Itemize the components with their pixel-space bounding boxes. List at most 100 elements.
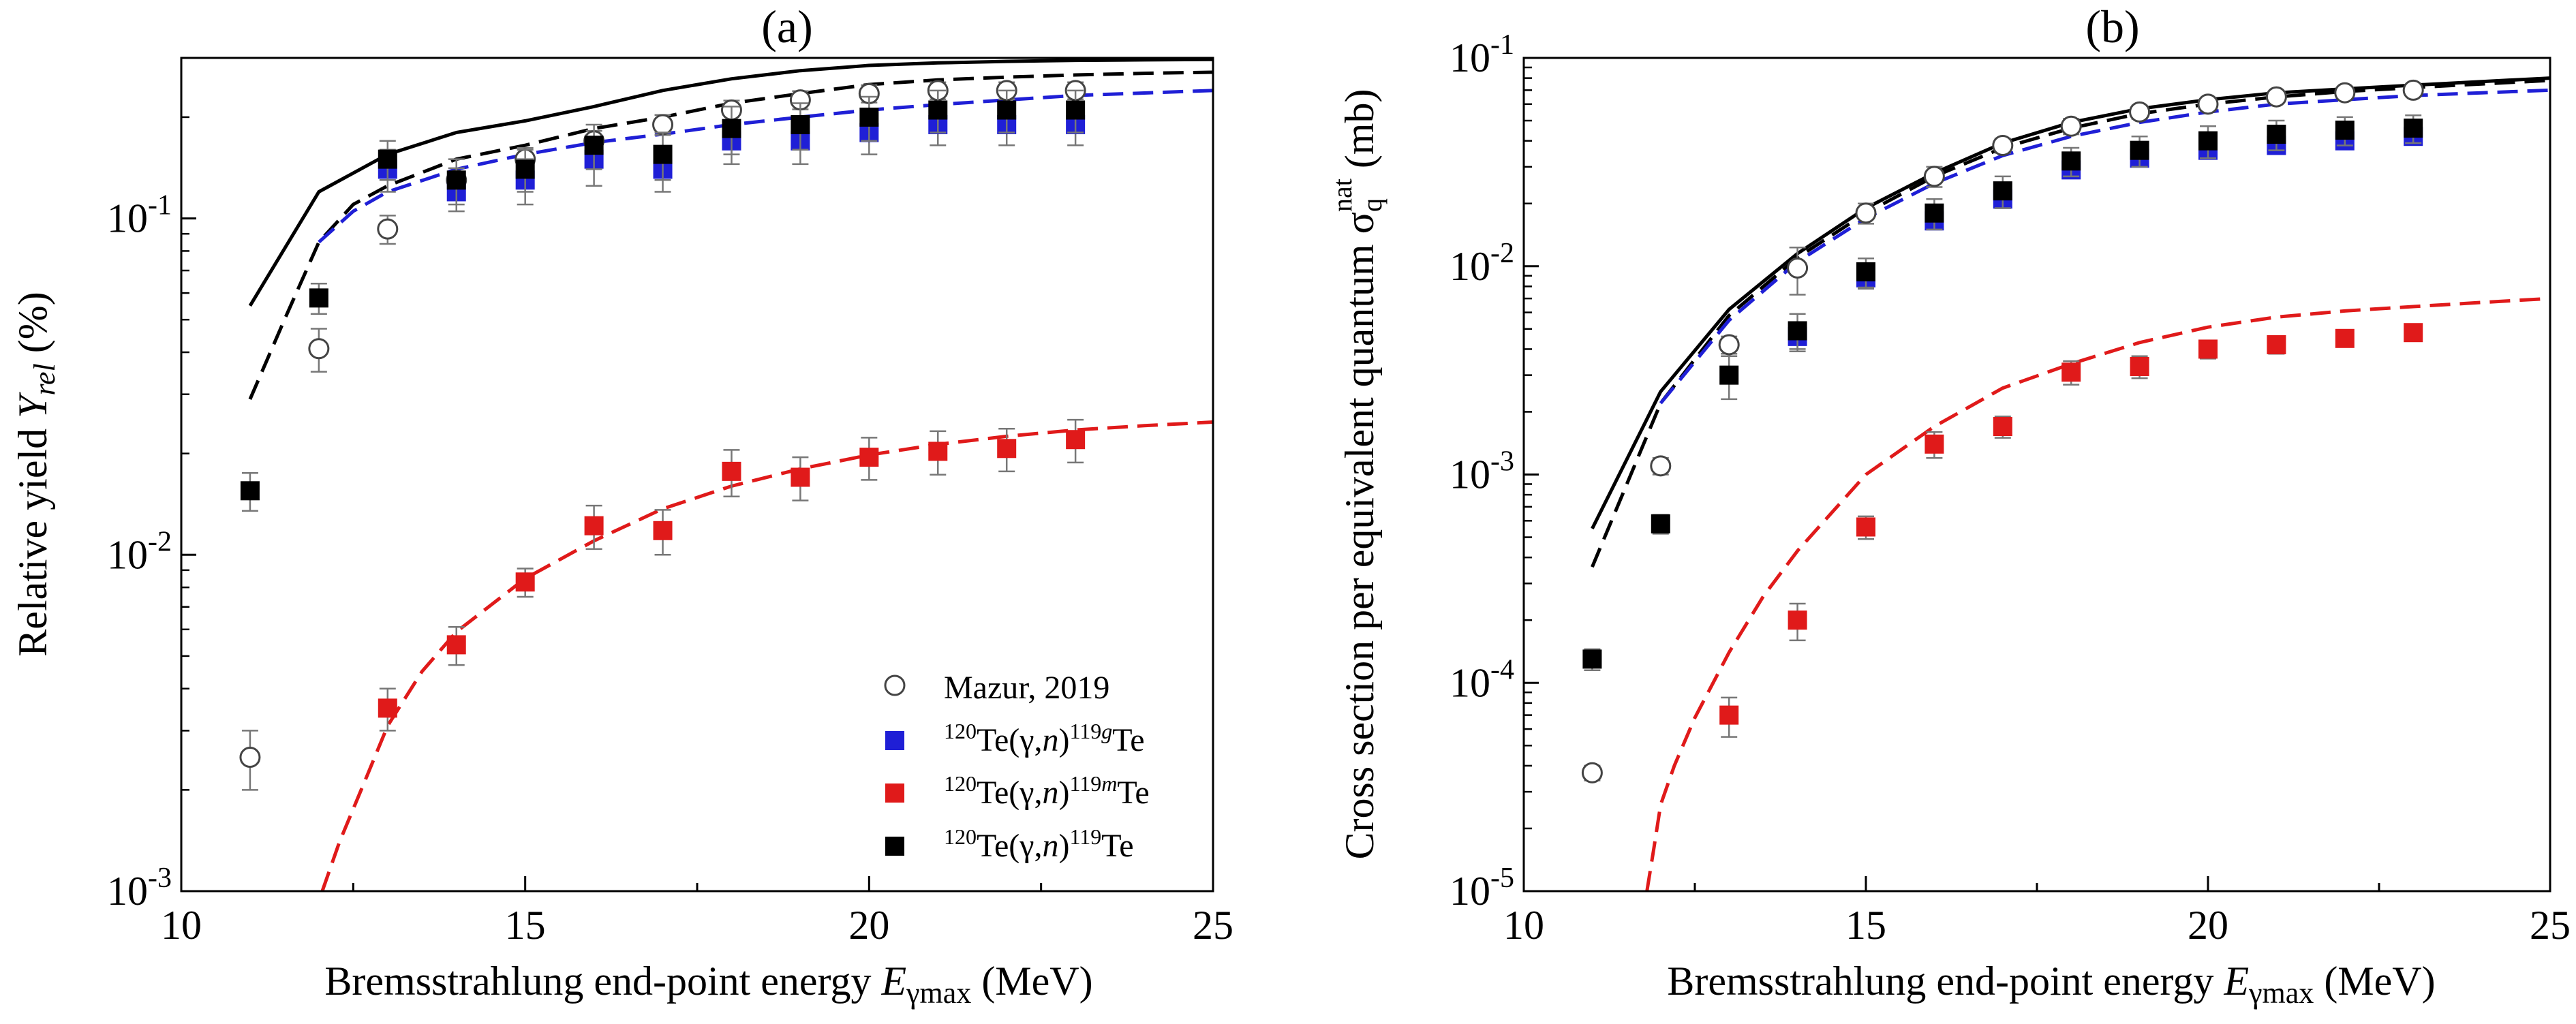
panel-b-x-tick-label: 10 bbox=[1503, 903, 1544, 948]
panel-b-y-tick-label: 10-5 bbox=[1450, 863, 1514, 914]
legend-red-square-marker bbox=[885, 783, 904, 803]
legend-mazur-label: Mazur, 2019 bbox=[944, 670, 1109, 706]
panel-a-plot-area: 10 15 20 25 10-3 10-2 10-1 bbox=[107, 57, 1233, 948]
panel-a-curve-red-dashed bbox=[320, 420, 1214, 892]
panel-a-point-open-circle bbox=[377, 218, 399, 240]
panel-b-y-tick-label: 10-4 bbox=[1450, 654, 1514, 705]
panel-b-point-black-square bbox=[2335, 121, 2355, 140]
panel-a-point-red-square bbox=[997, 439, 1017, 459]
panel-b-point-black-square bbox=[1993, 181, 2012, 201]
panel-a-legend: Mazur, 2019 120Te(γ,n)119gTe 120Te(γ,n)1… bbox=[884, 670, 1150, 864]
panel-b-x-tick-label: 25 bbox=[2530, 903, 2571, 948]
panel-a-point-open-circle bbox=[308, 338, 330, 360]
legend-metastable-state-label: 120Te(γ,n)119mTe bbox=[944, 771, 1150, 811]
panel-a-point-red-square bbox=[928, 441, 948, 461]
panel-b-point-open-circle bbox=[2129, 101, 2151, 123]
panel-b-point-black-square bbox=[2267, 125, 2286, 144]
panel-a-frame bbox=[180, 57, 1214, 893]
panel-b-point-red-square bbox=[2267, 335, 2286, 354]
panel-b-point-red-square bbox=[1719, 705, 1739, 725]
panel-a-point-black-square bbox=[722, 119, 741, 138]
panel-a: (a) 10 15 20 25 10-3 10-2 10-1 Relative yield … bbox=[10, 1, 1233, 1010]
panel-a-y-axis-label: Relative yield Yrel (%) bbox=[10, 292, 61, 656]
panel-a-point-red-square bbox=[653, 521, 673, 540]
panel-b-point-red-square bbox=[2198, 339, 2218, 359]
panel-a-point-black-square bbox=[928, 100, 948, 120]
panel-b-frame bbox=[1522, 57, 2551, 893]
panel-b-point-open-circle bbox=[1787, 257, 1809, 279]
panel-a-x-tick-label: 15 bbox=[505, 903, 546, 948]
panel-a-point-red-square bbox=[722, 461, 741, 481]
panel-b-point-black-square bbox=[1582, 649, 1602, 669]
panel-a-point-black-square bbox=[446, 170, 466, 190]
panel-a-point-black-square bbox=[653, 144, 673, 164]
panel-b-x-tick-label: 20 bbox=[2188, 903, 2228, 948]
panel-a-y-tick-label: 10-3 bbox=[107, 863, 172, 914]
panel-a-x-tick-label: 25 bbox=[1193, 903, 1233, 948]
panel-b-y-tick-label: 10-1 bbox=[1450, 29, 1514, 80]
panel-b-point-open-circle bbox=[2197, 93, 2219, 115]
panel-b-point-black-square bbox=[1788, 321, 1807, 341]
panel-a-point-red-square bbox=[859, 448, 879, 467]
panel-a-x-tick-label: 20 bbox=[848, 903, 889, 948]
panel-b-point-open-circle bbox=[2060, 115, 2082, 137]
panel-a-point-black-square bbox=[584, 136, 604, 155]
panel-a-label: (a) bbox=[761, 1, 812, 52]
panel-b-point-red-square bbox=[1856, 517, 1875, 537]
panel-b-point-open-circle bbox=[1855, 202, 1877, 224]
panel-b-point-black-square bbox=[1925, 203, 1944, 223]
panel-a-point-red-square bbox=[378, 698, 397, 718]
panel-b-point-open-circle bbox=[1718, 334, 1740, 356]
panel-a-point-red-square bbox=[515, 572, 535, 592]
panel-b-point-open-circle bbox=[2265, 86, 2287, 108]
panel-b-point-black-square bbox=[2404, 119, 2423, 138]
panel-b-point-open-circle bbox=[1650, 455, 1672, 477]
panel-b-point-red-square bbox=[1925, 434, 1944, 454]
legend-black-square-marker bbox=[885, 837, 904, 856]
panel-b-point-open-circle bbox=[1992, 134, 2014, 156]
panel-b-point-black-square bbox=[1651, 514, 1670, 533]
panel-b-point-black-square bbox=[1719, 365, 1739, 385]
panel-a-point-black-square bbox=[309, 288, 328, 308]
panel-b-point-open-circle bbox=[2334, 82, 2356, 104]
panel-b-curve-black-dashed bbox=[1591, 78, 2551, 568]
panel-b-plot-area: 10 15 20 25 10-5 10-4 10-3 10-2 10-1 bbox=[1450, 29, 2571, 948]
legend-ground-state-label: 120Te(γ,n)119gTe bbox=[944, 719, 1145, 758]
panel-a-x-tick-label: 10 bbox=[161, 903, 202, 948]
panel-b-x-axis-label: Bremsstrahlung end-point energy Eγmax (M… bbox=[1667, 959, 2435, 1010]
panel-b-label: (b) bbox=[2085, 1, 2139, 52]
panel-b-curve-red-dashed bbox=[1645, 296, 2551, 892]
panel-b-point-black-square bbox=[2198, 131, 2218, 151]
panel-a-curve-black-solid bbox=[248, 57, 1214, 307]
panel-b-y-tick-label: 10-3 bbox=[1450, 446, 1514, 497]
panel-a-y-tick-label: 10-1 bbox=[107, 190, 172, 241]
panel-a-y-tick-label: 10-2 bbox=[107, 526, 172, 577]
panel-b-point-black-square bbox=[2061, 151, 2081, 171]
panel-b-x-tick-label: 15 bbox=[1845, 903, 1886, 948]
panel-b-point-red-square bbox=[2404, 323, 2423, 343]
legend-total-label: 120Te(γ,n)119Te bbox=[944, 824, 1134, 864]
panel-b-point-red-square bbox=[1993, 417, 2012, 437]
panel-a-point-black-square bbox=[378, 149, 397, 169]
panel-b-point-red-square bbox=[2061, 362, 2081, 382]
panel-b-point-open-circle bbox=[1581, 762, 1603, 783]
panel-b-point-red-square bbox=[2130, 356, 2149, 376]
panel-b: (b) 10 15 20 25 10-5 10-4 10-3 10-2 10-1 Cross s… bbox=[1327, 1, 2571, 1010]
panel-a-point-black-square bbox=[240, 481, 260, 501]
panel-a-point-red-square bbox=[446, 635, 466, 655]
panel-b-point-red-square bbox=[1788, 610, 1807, 630]
panel-b-curve-blue-dashed bbox=[1659, 88, 2551, 405]
legend-open-circle-marker bbox=[884, 674, 906, 696]
panel-a-x-axis-label: Bremsstrahlung end-point energy Eγmax (M… bbox=[324, 959, 1092, 1010]
panel-b-y-tick-label: 10-2 bbox=[1450, 238, 1514, 289]
panel-a-point-open-circle bbox=[652, 114, 674, 136]
panel-a-point-red-square bbox=[1066, 430, 1086, 450]
panel-a-point-black-square bbox=[515, 159, 535, 179]
panel-a-point-red-square bbox=[584, 516, 604, 536]
legend-blue-square-marker bbox=[885, 731, 904, 750]
panel-b-y-axis-label: Cross section per equivalent quantum σqn… bbox=[1327, 89, 1387, 860]
panel-b-point-open-circle bbox=[1923, 166, 1945, 187]
panel-a-point-black-square bbox=[1066, 100, 1086, 120]
panel-a-point-black-square bbox=[791, 114, 810, 134]
